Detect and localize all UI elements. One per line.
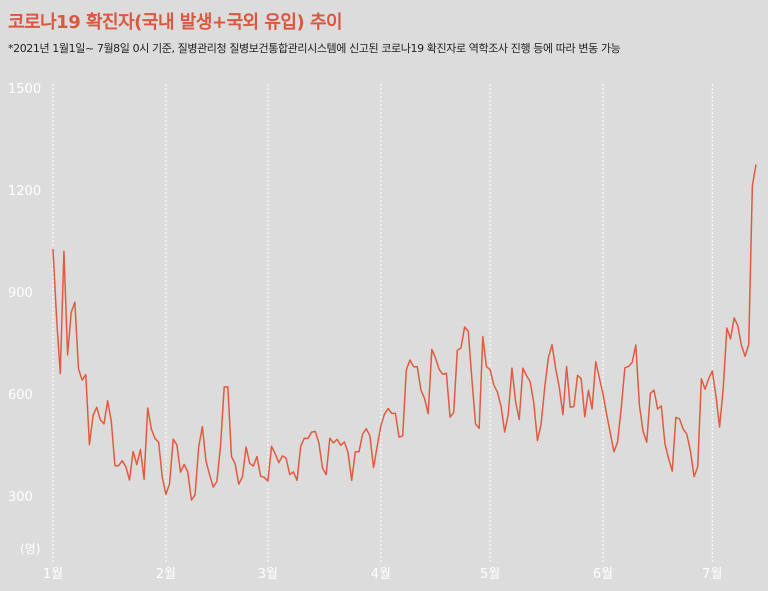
y-tick-label: 1200 [8, 184, 41, 199]
x-tick-label: 7월 [702, 567, 722, 582]
x-tick-label: 3월 [258, 567, 278, 582]
y-axis-ticks: 300 600 900 1200 1500 [8, 82, 41, 505]
y-tick-label: 1500 [8, 82, 41, 97]
series-line [52, 164, 757, 501]
chart-title: 코로나19 확진자(국내 발생+국외 유입) 추이 [8, 12, 343, 33]
y-tick-label: 300 [8, 490, 33, 505]
y-tick-label: 900 [8, 286, 33, 301]
x-tick-label: 6월 [593, 567, 613, 582]
series-layer [52, 164, 757, 501]
x-axis-ticks: 1월 2월 3월 4월 5월 6월 7월 [43, 567, 723, 582]
chart-subtitle: *2021년 1월1일~ 7월8일 0시 기준, 질병관리청 질병보건통합관리시… [8, 42, 621, 55]
x-tick-label: 4월 [371, 567, 391, 582]
y-axis-unit: (명) [20, 542, 40, 556]
x-tick-label: 5월 [480, 567, 500, 582]
grid-layer [52, 84, 713, 562]
x-tick-label: 1월 [43, 567, 63, 582]
y-tick-label: 600 [8, 388, 33, 403]
x-tick-label: 2월 [156, 567, 176, 582]
